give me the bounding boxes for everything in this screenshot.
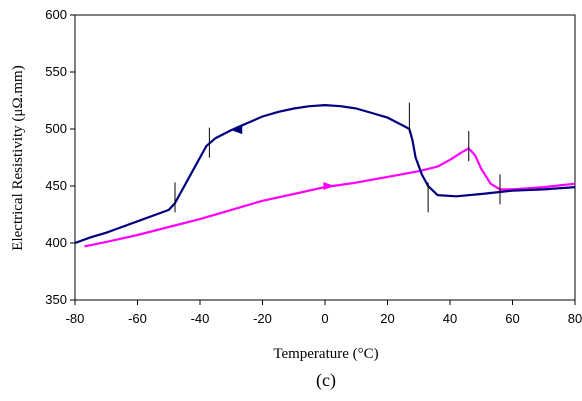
- figure-caption: (c): [316, 370, 336, 391]
- x-tick-label: -40: [191, 311, 210, 326]
- x-tick-label: -60: [128, 311, 147, 326]
- transition-markers: [174, 102, 501, 213]
- y-tick-label: 350: [45, 292, 67, 307]
- x-tick-label: 20: [380, 311, 394, 326]
- series-line-heating: [84, 147, 576, 248]
- x-tick-label: 80: [568, 311, 582, 326]
- y-tick-label: 400: [45, 235, 67, 250]
- series-arrow-heating: [323, 182, 335, 190]
- x-tick-label: 0: [321, 311, 328, 326]
- x-tick-label: -80: [66, 311, 85, 326]
- series-arrow-cooling: [231, 126, 243, 135]
- y-axis-ticks: 350 400 450 500 550 600: [45, 7, 75, 307]
- x-axis-ticks: -80 -60 -40 -20 0 20 40 60 80: [66, 300, 582, 326]
- series-line-cooling: [74, 103, 576, 245]
- x-tick-label: 60: [505, 311, 519, 326]
- x-tick-label: -20: [253, 311, 272, 326]
- y-axis-title: Electrical Resistivity (μΩ.mm): [10, 65, 26, 250]
- series-layer: [74, 103, 576, 248]
- plot-area: [74, 14, 576, 301]
- x-axis-title: Temperature (°C): [273, 346, 378, 362]
- y-tick-label: 450: [45, 178, 67, 193]
- y-tick-label: 600: [45, 7, 67, 22]
- x-tick-label: 40: [443, 311, 457, 326]
- y-tick-label: 500: [45, 121, 67, 136]
- y-tick-label: 550: [45, 64, 67, 79]
